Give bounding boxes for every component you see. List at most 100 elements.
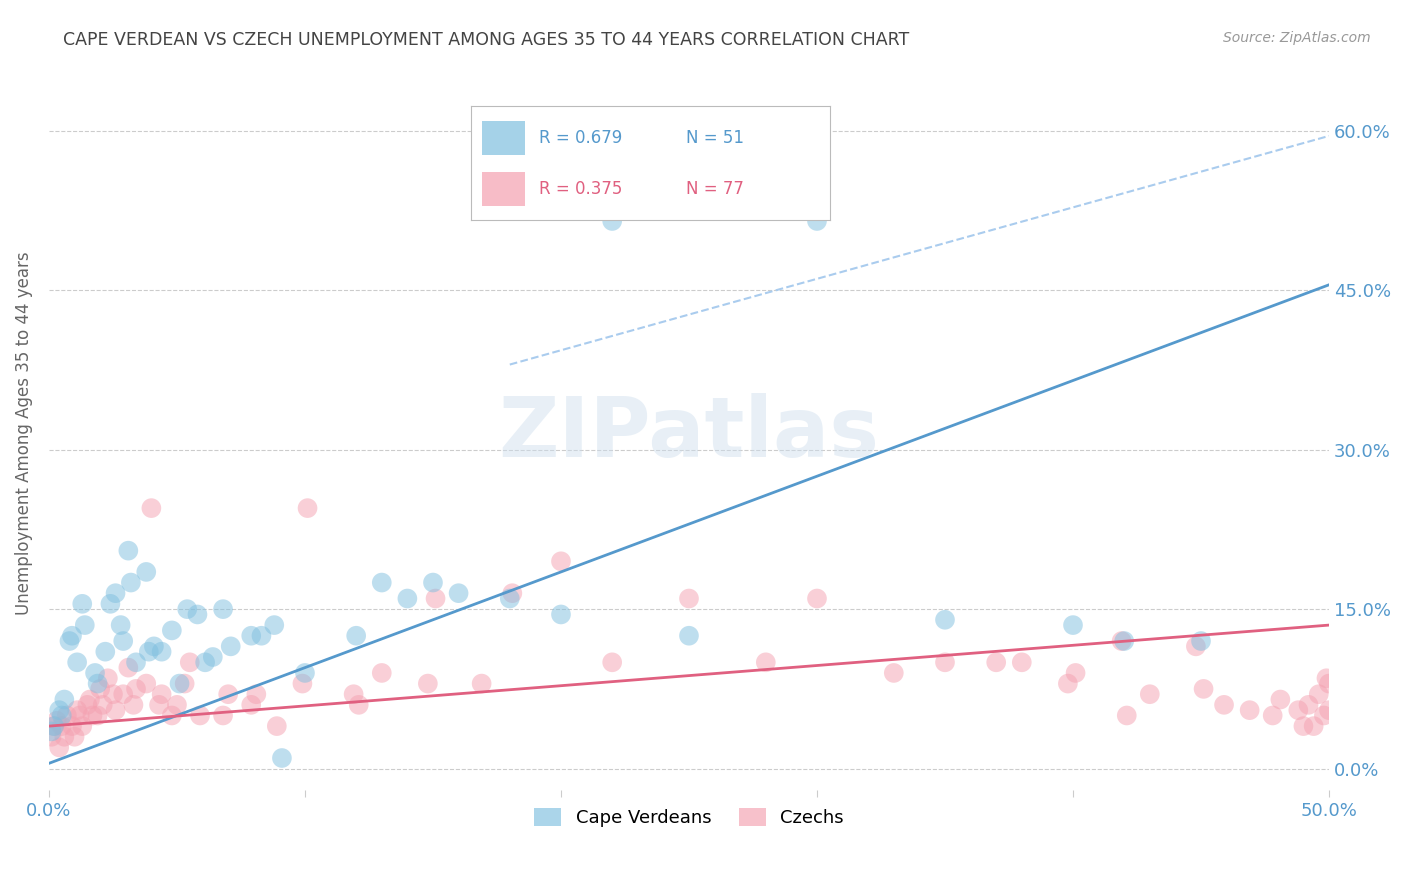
Point bbox=[1286, 703, 1309, 717]
Point bbox=[135, 676, 157, 690]
Point bbox=[76, 698, 98, 712]
Point bbox=[160, 624, 183, 638]
Point bbox=[125, 681, 148, 696]
Point bbox=[266, 719, 288, 733]
Point bbox=[471, 676, 494, 690]
Point bbox=[135, 565, 157, 579]
Point bbox=[550, 607, 572, 622]
Point bbox=[41, 724, 63, 739]
Text: CAPE VERDEAN VS CZECH UNEMPLOYMENT AMONG AGES 35 TO 44 YEARS CORRELATION CHART: CAPE VERDEAN VS CZECH UNEMPLOYMENT AMONG… bbox=[63, 31, 910, 49]
Point bbox=[82, 708, 104, 723]
Point bbox=[60, 719, 83, 733]
Y-axis label: Unemployment Among Ages 35 to 44 years: Unemployment Among Ages 35 to 44 years bbox=[15, 252, 32, 615]
Point bbox=[45, 714, 67, 728]
Point bbox=[150, 645, 173, 659]
Point bbox=[212, 708, 235, 723]
Point bbox=[201, 650, 224, 665]
Point bbox=[42, 719, 65, 733]
Point bbox=[97, 671, 120, 685]
Point bbox=[343, 687, 366, 701]
Point bbox=[1114, 634, 1136, 648]
Point bbox=[1213, 698, 1236, 712]
Point bbox=[501, 586, 523, 600]
Point bbox=[186, 607, 208, 622]
Point bbox=[1139, 687, 1161, 701]
Point bbox=[42, 719, 65, 733]
Point bbox=[600, 214, 623, 228]
Point bbox=[1185, 640, 1208, 654]
Point bbox=[986, 655, 1008, 669]
Point bbox=[142, 640, 165, 654]
Point bbox=[104, 586, 127, 600]
Point bbox=[117, 660, 139, 674]
Point bbox=[91, 698, 114, 712]
Point bbox=[1111, 634, 1133, 648]
Point bbox=[1011, 655, 1033, 669]
Point bbox=[66, 655, 89, 669]
Point bbox=[219, 640, 242, 654]
Point bbox=[1239, 703, 1261, 717]
Point bbox=[1292, 719, 1315, 733]
Point bbox=[79, 692, 101, 706]
Point bbox=[94, 645, 117, 659]
Point bbox=[48, 703, 70, 717]
Point bbox=[934, 613, 956, 627]
Point bbox=[1298, 698, 1320, 712]
Point bbox=[883, 665, 905, 680]
Point bbox=[1317, 676, 1340, 690]
Point bbox=[499, 591, 522, 606]
Point bbox=[125, 655, 148, 669]
Point bbox=[1062, 618, 1084, 632]
Point bbox=[160, 708, 183, 723]
Point bbox=[56, 708, 79, 723]
Point bbox=[212, 602, 235, 616]
Point bbox=[188, 708, 211, 723]
Point bbox=[550, 554, 572, 568]
Point bbox=[173, 676, 195, 690]
Point bbox=[271, 751, 294, 765]
Point bbox=[66, 703, 89, 717]
Point bbox=[72, 719, 94, 733]
Point bbox=[63, 730, 86, 744]
Point bbox=[48, 740, 70, 755]
Point bbox=[141, 501, 163, 516]
Point bbox=[1302, 719, 1324, 733]
Point bbox=[294, 665, 316, 680]
Point bbox=[806, 591, 828, 606]
Point bbox=[51, 708, 73, 723]
Point bbox=[263, 618, 285, 632]
Point bbox=[240, 698, 263, 712]
Point bbox=[104, 703, 127, 717]
Point bbox=[58, 634, 80, 648]
Point bbox=[100, 597, 122, 611]
Point bbox=[176, 602, 198, 616]
Point bbox=[1270, 692, 1292, 706]
Point bbox=[122, 698, 145, 712]
Text: ZIPatlas: ZIPatlas bbox=[499, 393, 880, 475]
Point bbox=[89, 681, 111, 696]
Point bbox=[148, 698, 170, 712]
Point bbox=[194, 655, 217, 669]
Point bbox=[347, 698, 370, 712]
Point bbox=[416, 676, 439, 690]
Point bbox=[1192, 681, 1215, 696]
Point bbox=[755, 655, 778, 669]
Point bbox=[1189, 634, 1212, 648]
Point bbox=[425, 591, 447, 606]
Point bbox=[86, 676, 108, 690]
Point bbox=[422, 575, 444, 590]
Point bbox=[60, 629, 83, 643]
Point bbox=[120, 575, 142, 590]
Point bbox=[179, 655, 201, 669]
Point bbox=[1057, 676, 1080, 690]
Point bbox=[934, 655, 956, 669]
Point bbox=[245, 687, 267, 701]
Point bbox=[250, 629, 273, 643]
Point bbox=[1315, 671, 1337, 685]
Point bbox=[1261, 708, 1284, 723]
Point bbox=[291, 676, 314, 690]
Point bbox=[371, 665, 394, 680]
Legend: Cape Verdeans, Czechs: Cape Verdeans, Czechs bbox=[527, 800, 851, 834]
Point bbox=[678, 591, 700, 606]
Point bbox=[69, 708, 91, 723]
